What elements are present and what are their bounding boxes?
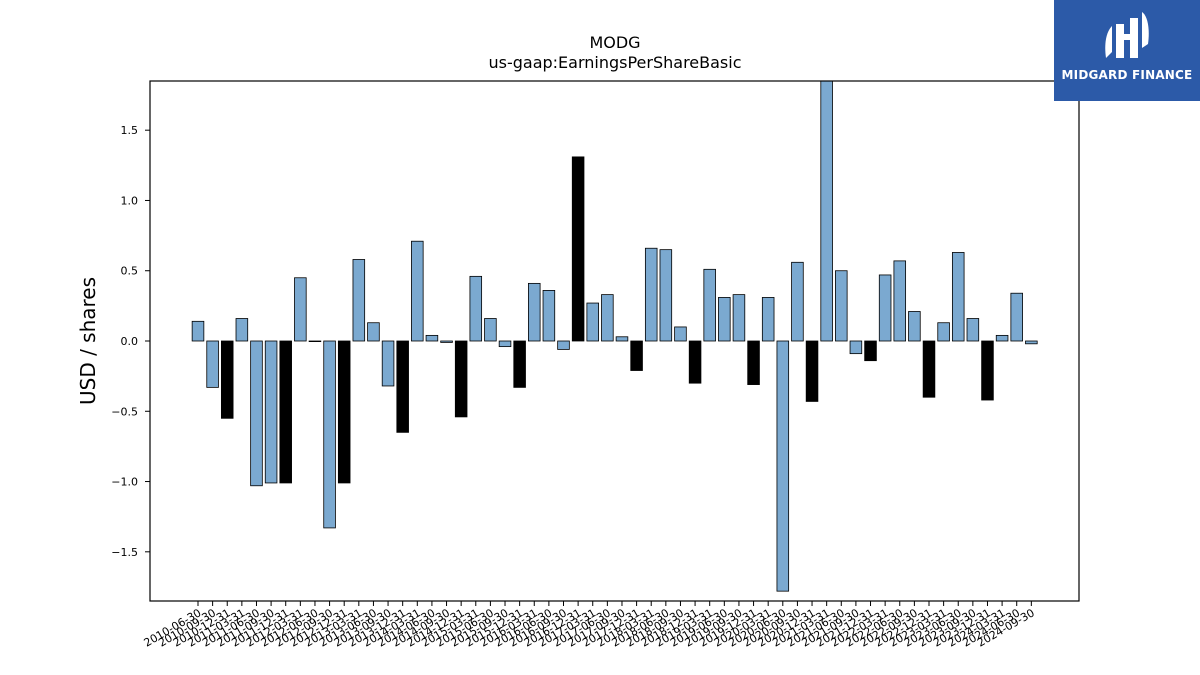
bar-2017-06-30 [601, 294, 614, 342]
y-tick-label: −1.0 [111, 476, 138, 489]
bar-2022-06-30 [893, 260, 907, 342]
y-tick-label: −1.5 [111, 546, 138, 559]
y-tick-label: 1.5 [121, 124, 139, 137]
bar-2022-03-31 [878, 274, 892, 342]
bar-2020-03-31 [761, 297, 775, 342]
bar-2011-12-31 [279, 340, 292, 484]
bar-2017-09-30 [615, 336, 629, 342]
y-axis-label: USD / shares [76, 277, 100, 405]
bar-2020-06-30 [776, 340, 790, 592]
bar-2020-09-30 [791, 261, 804, 342]
bar-2021-12-31 [864, 340, 877, 362]
bar-2013-06-30 [367, 322, 380, 342]
bar-2010-09-30 [206, 340, 219, 388]
bar-2015-03-31 [469, 275, 483, 342]
bar-2021-09-30 [849, 340, 863, 355]
y-tick-label: 1.0 [121, 194, 139, 207]
bar-2015-12-31 [513, 340, 526, 388]
bar-2021-03-31 [820, 80, 833, 342]
y-tick-label: −0.5 [111, 405, 138, 418]
bar-2022-09-30 [908, 311, 921, 342]
y-tick-label: 0.0 [121, 335, 139, 348]
bar-2012-12-31 [337, 340, 351, 484]
bar-2019-06-30 [718, 297, 731, 342]
bar-2019-09-30 [732, 294, 746, 342]
bar-2023-03-31 [937, 322, 950, 342]
bar-2010-06-30 [191, 320, 205, 342]
bar-2023-06-30 [951, 252, 965, 342]
bar-2013-03-31 [352, 259, 366, 342]
bar-2022-12-31 [922, 340, 936, 398]
bar-2014-06-30 [425, 334, 439, 342]
y-axis-ticks: −1.5 −1.0 −0.5 0.0 0.5 1.0 1.5 [111, 124, 150, 559]
bar-2019-12-31 [747, 340, 760, 385]
bar-2011-03-31 [235, 318, 249, 342]
bar-2017-12-31 [630, 340, 643, 371]
y-tick-label: 0.5 [121, 265, 139, 278]
chart-subtitle: us-gaap:EarningsPerShareBasic [488, 53, 741, 72]
bar-2012-06-30 [308, 340, 322, 343]
bar-2018-09-30 [674, 326, 687, 342]
chart-title: MODG [589, 33, 640, 52]
brand-logo: MIDGARD FINANCE [1054, 0, 1200, 101]
bar-2018-03-31 [644, 247, 658, 342]
bar-2010-12-31 [220, 340, 234, 419]
bar-2023-09-30 [966, 318, 980, 342]
x-axis-ticks: 2010-06-302010-09-302010-12-312011-03-31… [142, 601, 1037, 650]
bar-series [191, 80, 1038, 592]
bar-2011-09-30 [264, 340, 278, 484]
bar-2024-09-30 [1025, 340, 1038, 345]
bar-2012-03-31 [294, 277, 307, 342]
bar-2016-03-31 [528, 282, 541, 342]
bar-2021-06-30 [835, 270, 848, 342]
bar-2012-09-30 [323, 340, 336, 529]
bar-2017-03-31 [586, 302, 599, 342]
bar-2013-09-30 [381, 340, 395, 387]
bar-2020-12-31 [805, 340, 819, 402]
bar-2015-06-30 [484, 318, 497, 342]
bar-2019-03-31 [703, 268, 716, 342]
bar-2016-06-30 [542, 290, 556, 342]
bar-2016-12-31 [571, 156, 585, 342]
bar-2014-09-30 [440, 340, 453, 343]
bar-2015-09-30 [498, 340, 512, 348]
bar-2013-12-31 [396, 340, 409, 433]
midgard-logo-icon [1105, 12, 1149, 58]
bar-2011-06-30 [250, 340, 263, 487]
plot-frame [149, 80, 1080, 602]
bar-2024-03-31 [995, 334, 1009, 342]
brand-name: MIDGARD FINANCE [1061, 68, 1193, 82]
bar-2018-06-30 [659, 249, 673, 342]
bar-2024-06-30 [1010, 292, 1023, 342]
bar-2014-12-31 [454, 340, 468, 418]
bar-2023-12-31 [981, 340, 994, 401]
bar-2016-09-30 [557, 340, 570, 350]
bar-2014-03-31 [411, 240, 424, 342]
bar-2018-12-31 [688, 340, 702, 384]
